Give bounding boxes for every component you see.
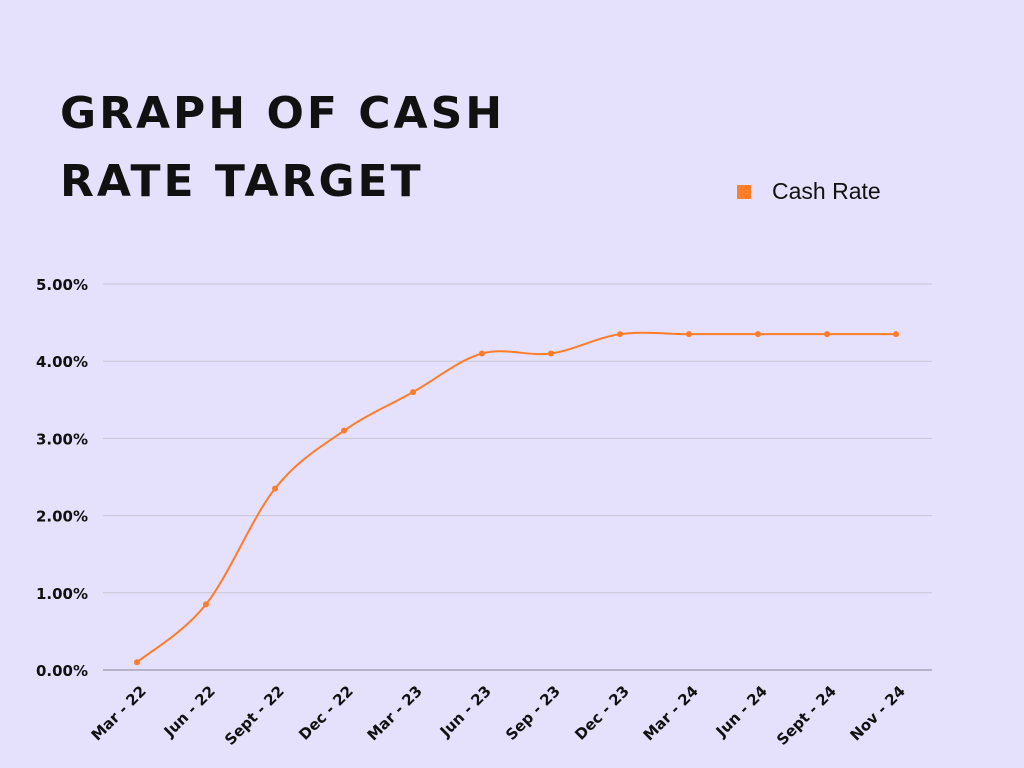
- data-point-cash-rate: [341, 427, 347, 434]
- data-point-cash-rate: [755, 331, 761, 338]
- y-tick-label: 5.00%: [36, 276, 88, 294]
- x-tick-label: Mar - 24: [640, 682, 702, 744]
- data-point-cash-rate: [479, 350, 485, 357]
- y-tick-label: 0.00%: [36, 662, 88, 680]
- y-tick-label: 3.00%: [36, 430, 88, 448]
- data-point-cash-rate: [824, 331, 830, 338]
- data-point-cash-rate: [272, 485, 278, 492]
- chart-legend: Cash Rate: [737, 178, 881, 205]
- y-tick-label: 4.00%: [36, 353, 88, 371]
- y-tick-label: 2.00%: [36, 508, 88, 526]
- x-tick-label: Dec - 23: [571, 682, 633, 744]
- x-tick-label: Jun - 22: [160, 682, 219, 741]
- data-point-cash-rate: [893, 331, 899, 338]
- chart-title: GRAPH OF CASH RATE TARGET: [60, 80, 505, 216]
- data-point-cash-rate: [134, 659, 140, 666]
- x-tick-label: Mar - 23: [364, 682, 426, 744]
- legend-swatch-cash-rate: [737, 184, 751, 199]
- x-tick-label: Sept - 22: [221, 682, 288, 749]
- legend-label-cash-rate: Cash Rate: [772, 178, 881, 204]
- chart-title-line-2: RATE TARGET: [60, 156, 424, 207]
- x-tick-label: Sep - 23: [502, 682, 564, 744]
- data-point-cash-rate: [686, 331, 692, 338]
- x-tick-label: Jun - 23: [436, 682, 495, 741]
- data-point-cash-rate: [617, 331, 623, 338]
- data-point-cash-rate: [548, 350, 554, 357]
- x-tick-label: Jun - 24: [712, 682, 771, 741]
- x-tick-label: Dec - 22: [295, 682, 357, 744]
- series-line-cash-rate: [136, 331, 896, 664]
- chart-title-line-1: GRAPH OF CASH: [60, 88, 506, 139]
- x-tick-label: Mar - 22: [88, 682, 150, 744]
- y-tick-label: 1.00%: [36, 585, 88, 603]
- x-tick-label: Sept - 24: [773, 682, 840, 749]
- data-point-cash-rate: [203, 601, 209, 608]
- data-point-cash-rate: [410, 389, 416, 396]
- x-tick-label: Nov - 24: [846, 682, 908, 744]
